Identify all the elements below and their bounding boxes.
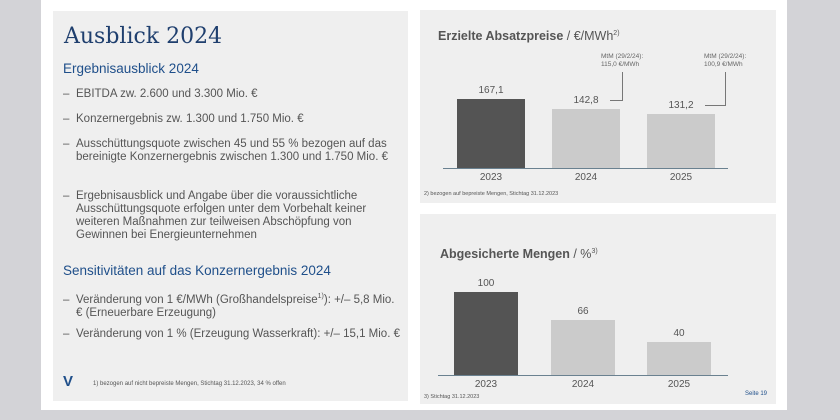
- page-number: Seite 19: [745, 391, 768, 397]
- page-title: Ausblick 2024: [64, 24, 223, 49]
- bar-2025: [647, 114, 715, 168]
- footnote: 1) bezogen auf nicht bepreiste Mengen, S…: [93, 381, 286, 387]
- category-label: 2023: [479, 172, 503, 183]
- chart-footnote: 2) bezogen auf bepreiste Mengen, Stichta…: [424, 191, 559, 197]
- bullet: – Konzernergebnis zw. 1.300 und 1.750 Mio…: [63, 113, 304, 125]
- x-axis-baseline: [443, 168, 728, 169]
- section-heading: Ergebnisausblick 2024: [63, 61, 199, 76]
- category-label: 2024: [571, 379, 595, 390]
- chart-title: Erzielte Absatzpreise / €/MWh2): [438, 29, 620, 43]
- category-label: 2024: [574, 172, 598, 183]
- data-label: 131,2: [668, 100, 694, 112]
- bullet: – EBITDA zw. 2.600 und 3.300 Mio. €: [63, 88, 258, 100]
- chart-title: Abgesicherte Mengen / %3): [440, 247, 598, 261]
- bullet: – Ausschüttungsquote zwischen 45 und 55 %…: [63, 138, 388, 163]
- bar-2025: [647, 341, 711, 375]
- mtm-annotation: MtM (29/2/24): 115,0 €/MWh: [601, 53, 644, 68]
- bar-2024: [552, 109, 620, 168]
- data-label: 167,1: [478, 85, 504, 97]
- chart-prices: Erzielte Absatzpreise / €/MWh2) 2) bezog…: [420, 10, 776, 203]
- bullet: – Veränderung von 1 €/MWh (Großhandelspre…: [63, 293, 395, 319]
- chart-hedged: Abgesicherte Mengen / %3) 3) Stichtag 31…: [420, 214, 776, 404]
- data-label: 40: [673, 327, 685, 339]
- bullet: – Veränderung von 1 % (Erzeugung Wasserkr…: [63, 328, 400, 340]
- leader-line: [610, 72, 623, 102]
- x-axis-baseline: [438, 375, 728, 376]
- bar-2023: [457, 99, 525, 168]
- category-label: 2025: [669, 172, 693, 183]
- data-label: 100: [477, 278, 495, 289]
- mtm-annotation: MtM (29/2/24): 100,9 €/MWh: [704, 53, 747, 68]
- data-label: 66: [577, 306, 589, 318]
- logo: V: [63, 373, 74, 390]
- bullet: – Ergebnisausblick und Angabe über die vo…: [63, 190, 367, 241]
- outlook-panel: Ausblick 2024 Ergebnisausblick 2024 – EBI…: [53, 11, 408, 401]
- bar-2023: [454, 292, 518, 375]
- data-label: 142,8: [573, 95, 599, 107]
- bar-2024: [551, 320, 615, 375]
- category-label: 2025: [667, 379, 691, 390]
- leader-line: [705, 72, 726, 107]
- category-label: 2023: [474, 379, 498, 390]
- chart-footnote: 3) Stichtag 31.12.2023: [424, 394, 480, 400]
- section-heading: Sensitivitäten auf das Konzernergebnis 2…: [63, 263, 331, 278]
